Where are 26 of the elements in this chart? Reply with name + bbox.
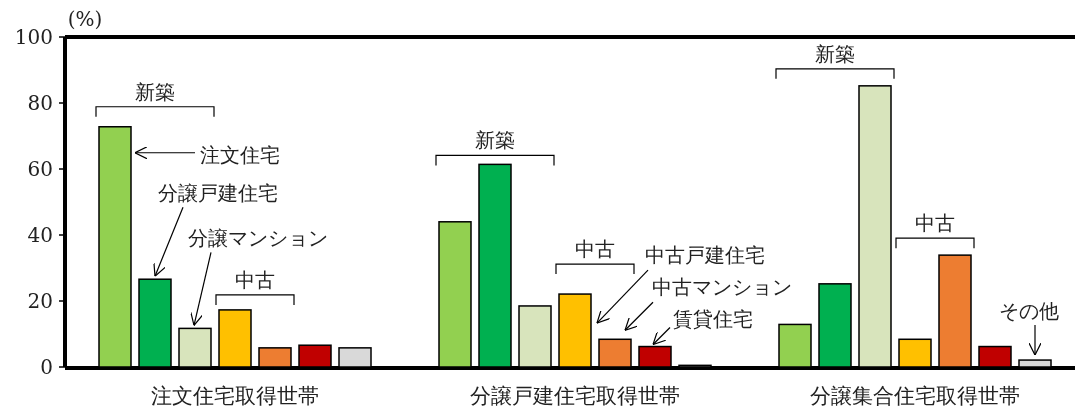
annotation: 新築	[475, 128, 515, 153]
y-tick-label: 20	[27, 289, 53, 313]
annotation: 中古	[915, 211, 955, 236]
series-label: その他	[999, 299, 1059, 324]
annotation: 中古	[575, 237, 615, 262]
annotation: 新築	[815, 41, 855, 66]
bracket: 新築	[435, 128, 555, 166]
annotation: 中古	[235, 267, 275, 292]
legend-label: 注文住宅	[200, 142, 280, 167]
annotation: 新築	[135, 79, 175, 104]
series-label: 賃貸住宅	[673, 306, 753, 331]
x-tick-label: 注文住宅取得世帯	[151, 384, 319, 408]
bracket: 新築	[775, 41, 895, 80]
x-tick-label: 分譲戸建住宅取得世帯	[470, 384, 680, 408]
bracket: 中古	[895, 211, 975, 249]
bracket: 新築	[95, 79, 215, 118]
y-tick-label: 80	[27, 91, 53, 115]
y-tick-label: 40	[27, 223, 53, 247]
y-tick-label: 0	[40, 355, 53, 379]
y-tick-label: 100	[14, 25, 53, 49]
y-tick-label: 60	[27, 157, 53, 181]
legend-label: 中古戸建住宅	[645, 243, 765, 268]
bracket: 中古	[215, 267, 295, 306]
x-tick-label: 分譲集合住宅取得世帯	[810, 384, 1020, 408]
bracket: 中古	[555, 237, 635, 275]
y-axis-title: (%)	[67, 7, 103, 31]
